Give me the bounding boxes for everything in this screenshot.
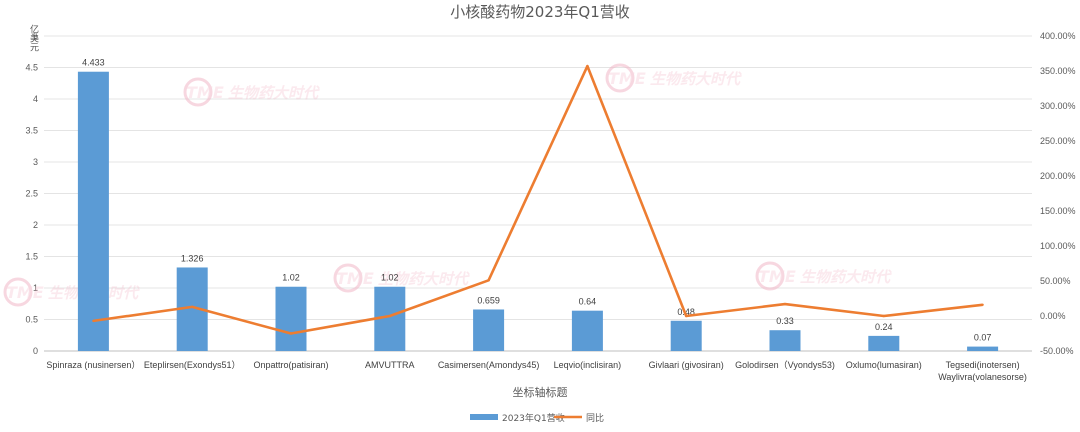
watermark-logo-ring	[3, 277, 33, 307]
watermark-text: 生物药大时代	[650, 70, 742, 88]
x-tick-label: Casimersen(Amondys45)	[438, 360, 540, 370]
watermark-logo-ring	[333, 263, 363, 293]
y2-tick-label: 150.00%	[1040, 206, 1076, 216]
y-axis-title: 亿美元	[29, 23, 39, 52]
x-tick-label: Waylivra(volanesorse)	[938, 372, 1027, 382]
yoy-point-4	[487, 279, 490, 282]
legend-swatch-bars	[470, 414, 498, 420]
watermark-logo-text: TME	[758, 267, 796, 286]
bar-9	[967, 346, 999, 351]
y-tick-label: 0.5	[25, 315, 38, 325]
watermark-logo-text: TME	[608, 69, 646, 88]
yoy-point-6	[685, 314, 688, 318]
watermark-logo-text: TME	[336, 269, 374, 288]
y-tick-label: 4.5	[25, 63, 38, 73]
y-tick-label: 2	[33, 220, 38, 230]
bar-2	[275, 286, 307, 351]
y-tick-label: 1	[33, 283, 38, 293]
watermark-logo-ring	[755, 261, 785, 291]
y2-tick-label: 100.00%	[1040, 241, 1076, 251]
x-tick-label: Eteplirsen(Exondys51）	[144, 360, 241, 370]
yoy-point-3	[388, 314, 391, 318]
y-tick-label: 1.5	[25, 252, 38, 262]
x-tick-label: Golodirsen（Vyondys53)	[735, 360, 835, 370]
y2-tick-label: 300.00%	[1040, 101, 1076, 111]
yoy-point-1	[191, 305, 194, 309]
y2-tick-label: 350.00%	[1040, 66, 1076, 76]
yoy-point-2	[289, 332, 293, 335]
y-tick-label: 0	[33, 346, 38, 356]
x-tick-label: Oxlumo(lumasiran)	[846, 360, 922, 370]
bar-0	[77, 71, 109, 351]
bar-data-label: 1.02	[282, 273, 300, 283]
bar-data-label: 0.48	[677, 307, 695, 317]
bar-data-label: 0.07	[974, 333, 992, 343]
y2-tick-label: 250.00%	[1040, 136, 1076, 146]
bar-data-label: 0.24	[875, 322, 893, 332]
yoy-point-8	[882, 314, 885, 318]
y2-tick-label: -50.00%	[1040, 346, 1074, 356]
x-tick-label: Givlaari (givosiran)	[649, 360, 724, 370]
y2-tick-label: 0.00%	[1040, 311, 1066, 321]
y2-tick-label: 50.00%	[1040, 276, 1071, 286]
chart-title: 小核酸药物2023年Q1营收	[450, 3, 630, 21]
yoy-point-0	[92, 319, 95, 323]
bar-6	[670, 320, 702, 351]
watermark-text: 生物药大时代	[228, 84, 320, 102]
bar-5	[571, 310, 603, 351]
bar-8	[868, 335, 900, 351]
watermark-logo-ring	[605, 63, 635, 93]
x-tick-label: AMVUTTRA	[365, 360, 415, 370]
bar-data-label: 4.433	[82, 58, 105, 68]
y-tick-label: 4	[33, 94, 38, 104]
legend-label-bars: 2023年Q1营收	[502, 412, 565, 424]
bar-data-label: 1.326	[181, 253, 204, 263]
watermark-text: 生物药大时代	[800, 268, 892, 286]
x-tick-label: Leqvio(inclisiran)	[554, 360, 622, 370]
yoy-point-9	[981, 303, 984, 306]
x-tick-label: Spinraza (nusinersen）	[46, 360, 140, 370]
watermark-logo-text: TME	[186, 83, 224, 102]
y-tick-label: 5	[33, 31, 38, 41]
bar-data-label: 1.02	[381, 273, 399, 283]
bar-data-label: 0.64	[579, 297, 597, 307]
y2-tick-label: 400.00%	[1040, 31, 1076, 41]
x-axis-title: 坐标轴标题	[513, 385, 568, 399]
y-tick-label: 2.5	[25, 189, 38, 199]
bar-data-label: 0.33	[776, 316, 794, 326]
bar-4	[473, 309, 505, 351]
y-tick-label: 3	[33, 157, 38, 167]
bar-7	[769, 330, 801, 351]
yoy-point-5	[586, 64, 589, 68]
watermark-logo-text: TME	[6, 283, 44, 302]
watermark-logo-ring	[183, 77, 213, 107]
x-tick-label: Tegsedi(inotersen)	[946, 360, 1020, 370]
y-tick-label: 3.5	[25, 126, 38, 136]
bar-data-label: 0.659	[477, 295, 500, 305]
legend-label-line: 同比	[586, 412, 604, 424]
yoy-line	[93, 64, 983, 335]
yoy-point-7	[783, 302, 787, 306]
y2-tick-label: 200.00%	[1040, 171, 1076, 181]
x-tick-label: Onpattro(patisiran)	[253, 360, 328, 370]
watermark-text: 生物药大时代	[378, 270, 470, 288]
